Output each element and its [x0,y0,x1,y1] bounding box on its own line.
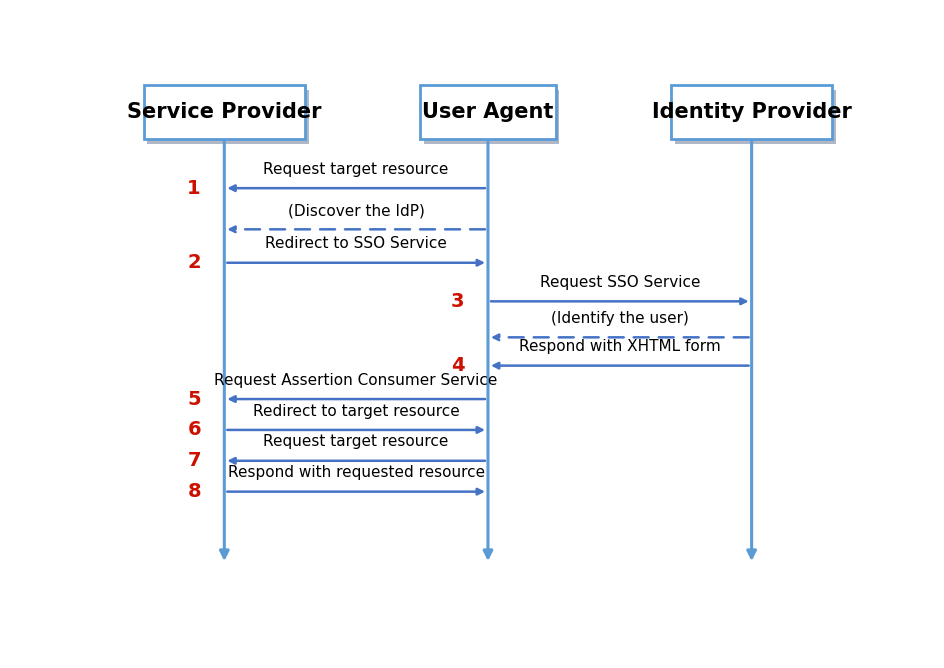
Text: Request target resource: Request target resource [263,434,448,450]
Text: Request Assertion Consumer Service: Request Assertion Consumer Service [214,373,497,387]
Text: 5: 5 [187,389,201,409]
Text: Redirect to SSO Service: Redirect to SSO Service [265,236,447,251]
Text: Identity Provider: Identity Provider [651,102,851,122]
Bar [670,86,832,140]
Text: Respond with XHTML form: Respond with XHTML form [518,339,720,354]
Text: (Identify the user): (Identify the user) [550,311,688,326]
Text: User Agent: User Agent [422,102,553,122]
Text: 4: 4 [450,356,464,375]
Bar [420,86,555,140]
Text: (Discover the IdP): (Discover the IdP) [287,203,424,218]
Text: 3: 3 [450,292,464,311]
Text: 2: 2 [187,253,201,273]
Text: Request target resource: Request target resource [263,162,448,177]
Text: 1: 1 [187,178,201,198]
Bar [143,86,305,140]
Bar [424,90,559,144]
Text: 7: 7 [187,452,201,470]
Text: 6: 6 [187,420,201,440]
Bar [147,90,308,144]
Bar [674,90,834,144]
Text: Respond with requested resource: Respond with requested resource [228,466,484,480]
Text: 8: 8 [187,482,201,501]
Text: Redirect to target resource: Redirect to target resource [252,403,459,419]
Text: Request SSO Service: Request SSO Service [539,275,700,290]
Text: Service Provider: Service Provider [126,102,321,122]
